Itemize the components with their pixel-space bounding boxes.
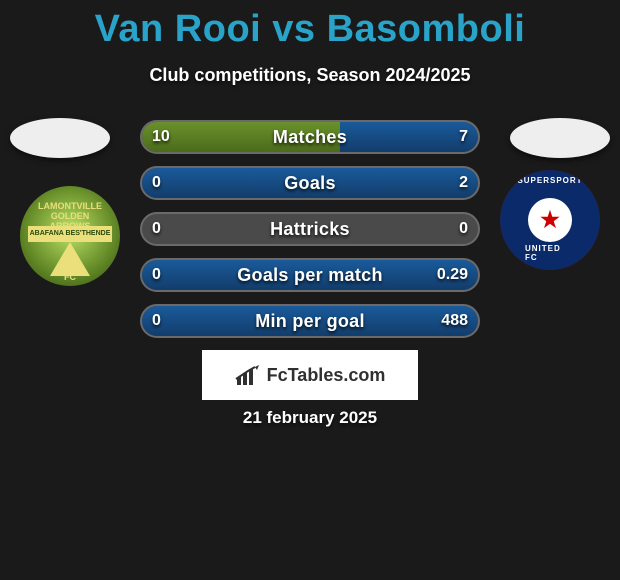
- brand-badge: FcTables.com: [202, 350, 418, 400]
- left-team-fc: FC: [64, 272, 76, 282]
- page-title: Van Rooi vs Basomboli: [0, 0, 620, 51]
- stat-row: 0 Hattricks 0: [140, 212, 480, 246]
- left-flag-ellipse: [10, 118, 110, 158]
- stat-row: 0 Min per goal 488: [140, 304, 480, 338]
- chart-icon: [235, 365, 261, 385]
- date-text: 21 february 2025: [0, 408, 620, 428]
- stat-value-right: 0: [447, 212, 480, 246]
- star-icon: ★: [540, 207, 560, 233]
- right-team-bottom-text: UNITED FC: [525, 244, 575, 262]
- stat-label: Goals: [140, 166, 480, 200]
- stat-value-right: 2: [447, 166, 480, 200]
- stat-label: Matches: [140, 120, 480, 154]
- stats-column: 10 Matches 7 0 Goals 2 0 Hattricks 0 0 G…: [140, 120, 480, 350]
- brand-text: FcTables.com: [267, 365, 386, 386]
- right-team-top-text: SUPERSPORT: [517, 176, 582, 185]
- arrow-icon: [50, 242, 90, 276]
- left-team-logo: LAMONTVILLEGOLDEN ARROWS ABAFANA BES'THE…: [20, 186, 120, 286]
- stat-value-right: 488: [429, 304, 480, 338]
- comparison-card: Van Rooi vs Basomboli Club competitions,…: [0, 0, 620, 580]
- stat-row: 10 Matches 7: [140, 120, 480, 154]
- left-team-ribbon: ABAFANA BES'THENDE: [28, 226, 112, 242]
- right-team-logo: SUPERSPORT ★ UNITED FC: [500, 170, 600, 270]
- stat-row: 0 Goals 2: [140, 166, 480, 200]
- stat-value-right: 0.29: [425, 258, 480, 292]
- stat-label: Hattricks: [140, 212, 480, 246]
- subtitle: Club competitions, Season 2024/2025: [0, 65, 620, 86]
- right-flag-ellipse: [510, 118, 610, 158]
- stat-value-right: 7: [447, 120, 480, 154]
- stat-row: 0 Goals per match 0.29: [140, 258, 480, 292]
